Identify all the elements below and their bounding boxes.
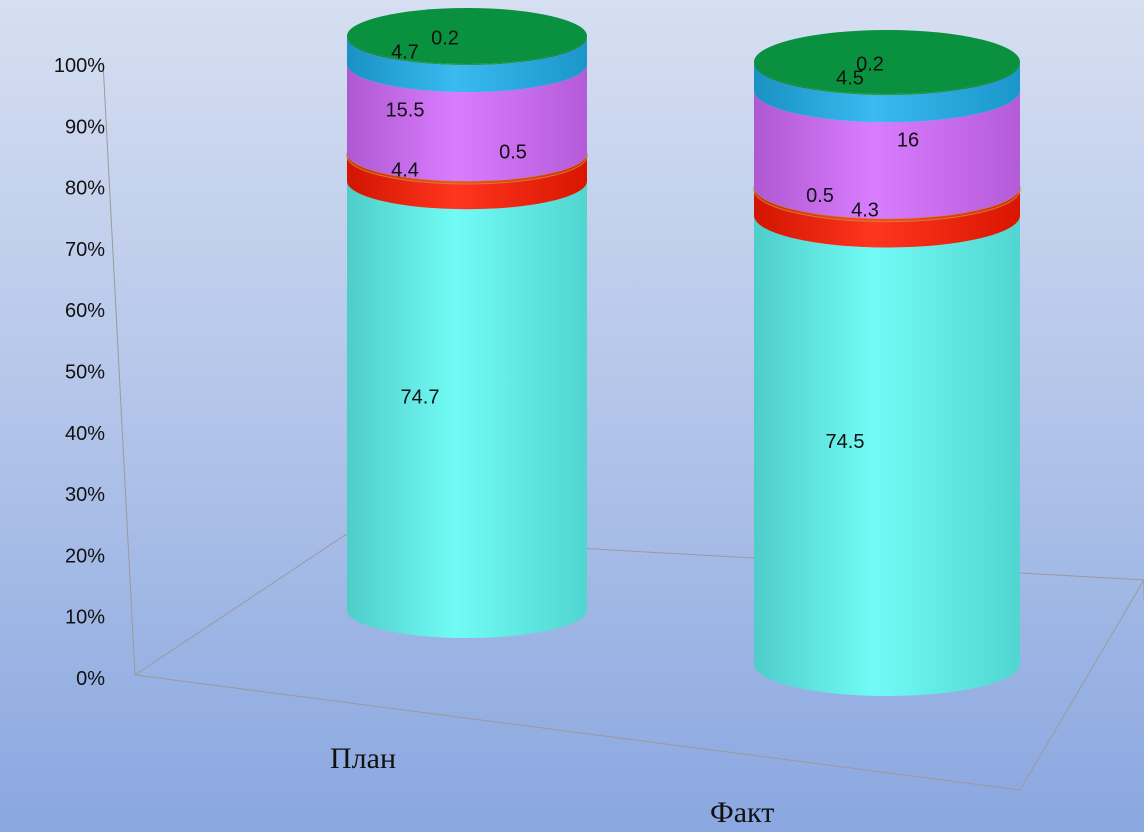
y-tick-label: 20% — [65, 545, 105, 567]
y-axis-ticks: 0% 10% 20% 30% 40% 50% 60% 70% 80% 90% 100% — [54, 55, 105, 690]
data-label: 16 — [897, 129, 919, 151]
cylinder-segment — [754, 63, 1020, 123]
y-tick-label: 100% — [54, 55, 105, 77]
chart-frame — [102, 61, 1144, 791]
cylinder-segment — [754, 215, 1020, 696]
y-tick-label: 70% — [65, 239, 105, 261]
y-tick-label: 10% — [65, 607, 105, 629]
data-label: 74.5 — [826, 431, 865, 453]
data-label: 15.5 — [386, 100, 425, 122]
y-tick-label: 0% — [76, 668, 105, 690]
data-label: 0.5 — [499, 142, 527, 164]
y-tick-label: 40% — [65, 423, 105, 445]
y-tick-label: 50% — [65, 362, 105, 384]
data-label: 4.3 — [851, 200, 879, 222]
data-label: 4.7 — [391, 42, 419, 64]
back-wall-left-edge — [102, 61, 136, 676]
cylinder-segment — [347, 181, 587, 639]
data-label: 0.2 — [431, 28, 459, 50]
data-label: 74.7 — [401, 387, 440, 409]
y-tick-label: 90% — [65, 116, 105, 138]
data-label: 0.5 — [806, 185, 834, 207]
data-label: 4.5 — [836, 68, 864, 90]
category-labels: План Факт — [330, 742, 774, 829]
y-tick-label: 30% — [65, 484, 105, 506]
cylinder-segment — [347, 155, 587, 210]
floor-outline — [134, 534, 1144, 791]
cylinder-segment — [754, 189, 1020, 248]
data-label: 4.4 — [391, 160, 419, 182]
cylinder-1 — [346, 8, 588, 639]
cylinder-top-cap — [347, 8, 587, 64]
cylinder-top-cap — [754, 30, 1020, 94]
cylinder-bars — [346, 8, 1021, 696]
category-label: Факт — [710, 796, 774, 829]
category-label: План — [330, 742, 396, 775]
y-tick-label: 60% — [65, 300, 105, 322]
data-label: 0.2 — [856, 54, 884, 76]
cylinder-2 — [753, 30, 1021, 696]
cylinder-segment — [347, 37, 587, 93]
y-tick-label: 80% — [65, 178, 105, 200]
cylinder-segment — [347, 64, 587, 182]
cylinder-segment — [754, 90, 1020, 219]
